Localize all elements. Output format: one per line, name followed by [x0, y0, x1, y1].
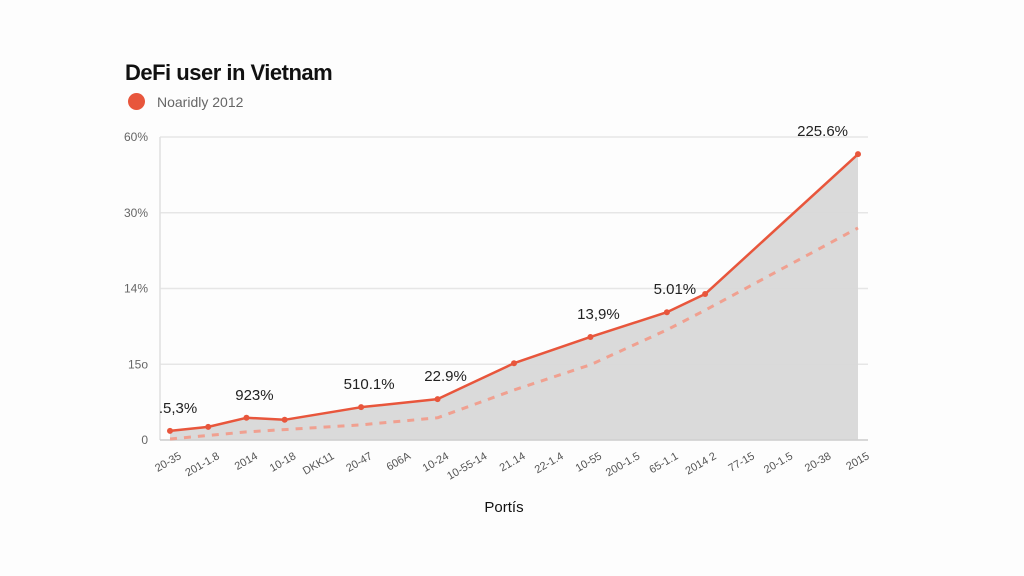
- data-label: 510.1%: [344, 376, 395, 393]
- x-tick-label: 20-1.5: [762, 450, 795, 476]
- x-tick-label: 20-35: [153, 450, 183, 474]
- data-label: 5.01%: [654, 281, 697, 298]
- legend-marker: [128, 93, 145, 110]
- area-fill: [170, 154, 858, 441]
- x-tick-label: 20-38: [803, 450, 833, 474]
- x-tick-label: 201-1.8: [183, 450, 221, 479]
- x-tick-label: 10-55-14: [445, 450, 489, 482]
- data-point: [855, 151, 861, 158]
- y-tick-label: 14%: [124, 282, 148, 296]
- data-point: [167, 427, 173, 434]
- x-axis-title: Portís: [484, 499, 523, 516]
- data-label: 22.9%: [424, 368, 467, 385]
- x-tick-label: 2015: [844, 450, 871, 473]
- data-point: [702, 291, 709, 298]
- x-tick-label: 606A: [385, 450, 414, 474]
- data-label: .5,3%: [159, 400, 197, 417]
- data-point: [587, 333, 594, 340]
- x-tick-label: 10-18: [268, 450, 298, 474]
- series-line-dashed: [169, 226, 859, 441]
- y-tick-label: 30%: [124, 206, 148, 220]
- x-tick-label: DKK11: [301, 450, 336, 477]
- data-label: 225.6%: [797, 123, 848, 140]
- y-tick-label: 60%: [124, 130, 148, 144]
- data-label: 923%: [235, 387, 273, 404]
- data-point: [281, 416, 288, 423]
- x-tick-label: 65-1.1: [647, 450, 680, 476]
- x-tick-label: 200-1.5: [604, 450, 642, 479]
- x-tick-label: 2014 2: [683, 450, 718, 477]
- data-label: 13,9%: [577, 306, 620, 323]
- x-tick-label: 77-15: [726, 450, 756, 474]
- x-tick-label: 20-47: [344, 450, 374, 474]
- x-tick-label: 2014: [233, 450, 260, 473]
- data-point: [205, 423, 212, 430]
- x-tick-label: 21.14: [498, 450, 528, 474]
- y-tick-label: 0: [141, 433, 148, 447]
- x-tick-label: 22-1.4: [533, 450, 566, 476]
- data-point: [243, 414, 250, 421]
- data-point: [358, 404, 365, 411]
- data-point: [434, 396, 441, 403]
- data-point: [663, 309, 670, 316]
- legend-label: Noaridly 2012: [157, 93, 244, 110]
- chart-title: DeFi user in Vietnam: [125, 60, 333, 85]
- legend: Noaridly 2012: [128, 93, 243, 110]
- data-point: [511, 360, 517, 367]
- y-tick-label: 15o: [128, 357, 148, 371]
- x-tick-label: 10-55: [574, 450, 604, 474]
